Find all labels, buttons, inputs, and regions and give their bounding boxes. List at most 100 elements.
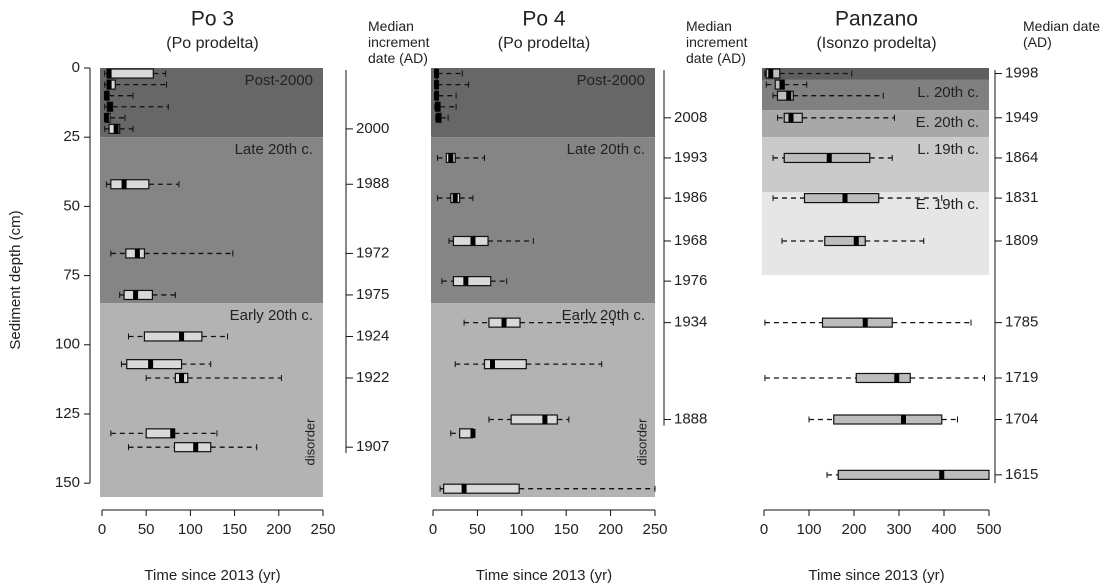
x-tick-label: 500 xyxy=(976,521,1001,538)
median xyxy=(121,179,127,189)
date-label: 1615 xyxy=(1005,466,1038,483)
zone-label: E. 19th c. xyxy=(916,196,979,213)
zone-label: Early 20th c. xyxy=(562,307,645,324)
zone-label: Early 20th c. xyxy=(230,307,313,324)
box xyxy=(833,414,943,425)
panel-subtitle: (Po prodelta) xyxy=(498,35,591,52)
x-tick-label: 250 xyxy=(310,521,335,538)
median xyxy=(148,359,154,369)
box xyxy=(143,331,203,342)
median xyxy=(434,91,440,101)
zone xyxy=(762,68,989,80)
x-tick-label: 100 xyxy=(509,521,534,538)
median xyxy=(435,113,441,123)
date-label: 1785 xyxy=(1005,314,1038,331)
date-axis-title: Median increment date (AD) xyxy=(686,18,748,66)
zone xyxy=(431,137,655,304)
x-axis-label: Time since 2013 (yr) xyxy=(144,567,280,584)
median xyxy=(179,331,185,341)
median xyxy=(434,102,440,112)
y-tick-label: 75 xyxy=(63,267,80,284)
annotation: disorder xyxy=(634,418,649,466)
x-axis-label: Time since 2013 (yr) xyxy=(476,567,612,584)
zone xyxy=(431,303,655,497)
median xyxy=(133,290,139,300)
date-label: 1993 xyxy=(674,149,707,166)
zone xyxy=(762,79,989,111)
median xyxy=(170,428,176,438)
x-tick-label: 50 xyxy=(138,521,155,538)
box xyxy=(483,359,527,370)
x-tick-label: 150 xyxy=(554,521,579,538)
date-label: 1975 xyxy=(356,286,389,303)
date-label: 1907 xyxy=(356,438,389,455)
x-tick-label: 300 xyxy=(886,521,911,538)
annotation: disorder xyxy=(302,418,317,466)
zone xyxy=(762,137,989,192)
date-label: 1972 xyxy=(356,244,389,261)
median xyxy=(179,373,185,383)
zone xyxy=(762,191,989,276)
zone xyxy=(100,68,323,138)
median xyxy=(853,236,859,246)
zone-label: Late 20th c. xyxy=(235,141,313,158)
median xyxy=(434,80,440,90)
panel-title: Panzano xyxy=(835,8,918,31)
median xyxy=(463,276,469,286)
date-label: 1998 xyxy=(1005,65,1038,82)
date-label: 1976 xyxy=(674,272,707,289)
zone-label: Post-2000 xyxy=(577,72,645,89)
median xyxy=(842,193,848,203)
date-label: 1864 xyxy=(1005,149,1038,166)
box xyxy=(173,442,212,453)
zone-label: E. 20th c. xyxy=(916,114,979,131)
median xyxy=(106,80,112,90)
box xyxy=(821,317,893,328)
box xyxy=(443,483,520,494)
median xyxy=(134,248,140,258)
date-label: 2000 xyxy=(356,120,389,137)
x-tick-label: 200 xyxy=(841,521,866,538)
x-tick-label: 0 xyxy=(98,521,106,538)
box xyxy=(126,359,183,370)
date-label: 1704 xyxy=(1005,410,1038,427)
median xyxy=(768,69,774,79)
x-axis-label: Time since 2013 (yr) xyxy=(808,567,944,584)
median xyxy=(939,470,945,480)
x-tick-label: 150 xyxy=(222,521,247,538)
median xyxy=(452,193,458,203)
median xyxy=(786,91,792,101)
x-tick-label: 100 xyxy=(178,521,203,538)
date-label: 1719 xyxy=(1005,369,1038,386)
date-label: 1924 xyxy=(356,327,389,344)
box xyxy=(776,90,794,101)
date-label: 1888 xyxy=(674,410,707,427)
median xyxy=(113,124,119,134)
zone-label: L. 19th c. xyxy=(917,141,979,158)
y-tick-label: 100 xyxy=(55,336,80,353)
x-tick-label: 200 xyxy=(598,521,623,538)
median xyxy=(501,318,507,328)
median xyxy=(894,373,900,383)
median xyxy=(103,91,109,101)
box xyxy=(824,235,866,247)
y-axis-label: Sediment depth (cm) xyxy=(7,210,24,349)
date-label: 1934 xyxy=(674,314,707,331)
date-axis-title: Median increment date (AD) xyxy=(368,18,430,66)
box xyxy=(123,289,153,301)
box xyxy=(110,179,150,190)
zone xyxy=(100,137,323,304)
median xyxy=(103,113,109,123)
median xyxy=(193,442,199,452)
date-label: 1986 xyxy=(674,189,707,206)
zone xyxy=(100,303,323,497)
y-tick-label: 0 xyxy=(72,59,80,76)
date-label: 2008 xyxy=(674,109,707,126)
x-tick-label: 200 xyxy=(266,521,291,538)
y-tick-label: 50 xyxy=(63,197,80,214)
date-label: 1922 xyxy=(356,369,389,386)
date-label: 1988 xyxy=(356,175,389,192)
x-tick-label: 50 xyxy=(469,521,486,538)
